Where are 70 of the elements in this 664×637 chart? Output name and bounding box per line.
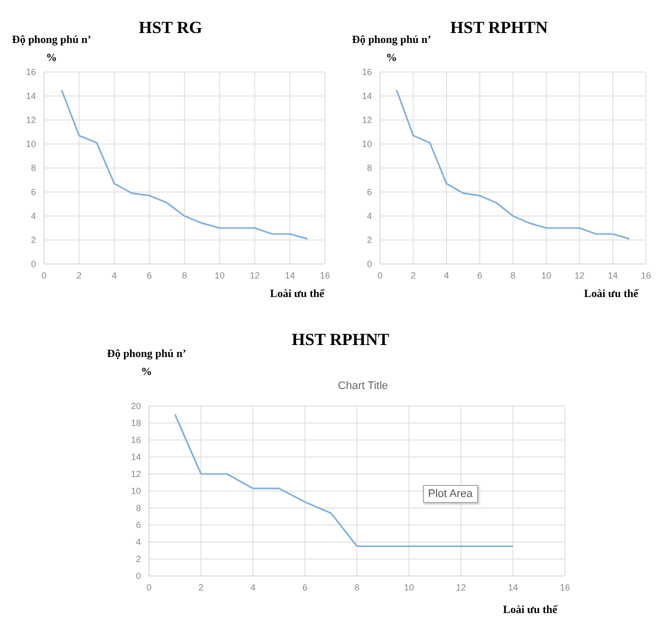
- x-tick-label: 8: [510, 270, 516, 280]
- line-series: [60, 89, 308, 240]
- x-tick-label: 12: [250, 270, 260, 280]
- x-axis-title: Loài ưu thế: [270, 288, 324, 300]
- y-tick-label: 12: [362, 115, 372, 126]
- y-tick-label: 2: [366, 235, 372, 246]
- y-tick-label: 4: [366, 211, 372, 222]
- y-axis-title: Độ phong phú n’ %: [352, 34, 432, 64]
- x-tick-label: 0: [41, 270, 47, 280]
- y-tick-label: 16: [26, 67, 36, 78]
- y-tick-label: 12: [26, 115, 36, 126]
- x-axis-title: Loài ưu thế: [503, 604, 558, 616]
- x-tick-label: 8: [354, 582, 360, 592]
- x-axis-title: Loài ưu thế: [584, 288, 638, 300]
- y-tick-label: 0: [366, 259, 372, 270]
- x-tick-label: 2: [76, 270, 82, 280]
- y-tick-label: 8: [366, 163, 372, 174]
- x-tick-label: 6: [146, 270, 152, 280]
- x-tick-label: 2: [410, 270, 416, 280]
- y-tick-label: 4: [136, 537, 141, 548]
- y-tick-label: 20: [130, 401, 141, 412]
- x-tick-label: 14: [508, 582, 518, 592]
- chart-title: HST RG: [138, 18, 202, 37]
- y-tick-label: 2: [30, 235, 36, 246]
- y-axis-title: Độ phong phú n’ %: [12, 34, 92, 64]
- x-tick-label: 10: [214, 270, 225, 280]
- y-tick-label: 16: [362, 67, 372, 78]
- x-tick-label: 2: [198, 582, 204, 592]
- y-axis-title: Độ phong phú n’ %: [107, 348, 186, 378]
- y-tick-label: 0: [30, 259, 36, 270]
- x-tick-label: 14: [608, 270, 618, 280]
- y-tick-label: 6: [30, 187, 36, 198]
- y-tick-label: 6: [366, 187, 372, 198]
- x-tick-label: 16: [560, 582, 570, 592]
- y-tick-label: 12: [130, 469, 141, 480]
- y-tick-label: 16: [130, 435, 141, 446]
- y-tick-label: 14: [362, 91, 372, 102]
- x-tick-label: 4: [112, 270, 117, 280]
- x-tick-label: 4: [250, 582, 256, 592]
- y-tick-label: 0: [136, 571, 141, 582]
- line-series: [174, 414, 514, 548]
- y-tick-label: 6: [136, 520, 141, 530]
- x-tick-label: 8: [182, 270, 188, 280]
- x-tick-label: 16: [640, 270, 652, 280]
- x-tick-label: 0: [377, 270, 383, 280]
- y-tick-label: 18: [130, 418, 141, 428]
- x-tick-label: 4: [444, 270, 450, 280]
- chart-title: HST RPHTN: [450, 18, 548, 37]
- x-tick-label: 12: [574, 270, 585, 280]
- y-tick-label: 8: [136, 503, 141, 514]
- x-tick-label: 6: [302, 582, 308, 592]
- y-tick-label: 14: [130, 452, 141, 462]
- y-tick-label: 10: [130, 486, 141, 496]
- y-tick-label: 14: [26, 91, 36, 102]
- annotation: Plot Area: [423, 485, 478, 503]
- x-tick-label: 10: [541, 270, 552, 280]
- x-tick-label: 10: [404, 582, 414, 592]
- chart-subtitle: Chart Title: [336, 380, 390, 392]
- x-tick-label: 6: [477, 270, 482, 280]
- y-tick-label: 2: [136, 554, 141, 564]
- chart-title: HST RPHNT: [292, 330, 390, 349]
- y-tick-label: 10: [26, 139, 36, 150]
- line-series: [396, 89, 630, 240]
- x-tick-label: 14: [284, 270, 295, 280]
- y-tick-label: 4: [30, 211, 36, 222]
- x-tick-label: 16: [320, 270, 330, 280]
- x-tick-label: 12: [456, 582, 466, 592]
- y-tick-label: 8: [30, 163, 36, 174]
- x-tick-label: 0: [146, 582, 152, 592]
- y-tick-label: 10: [362, 139, 372, 150]
